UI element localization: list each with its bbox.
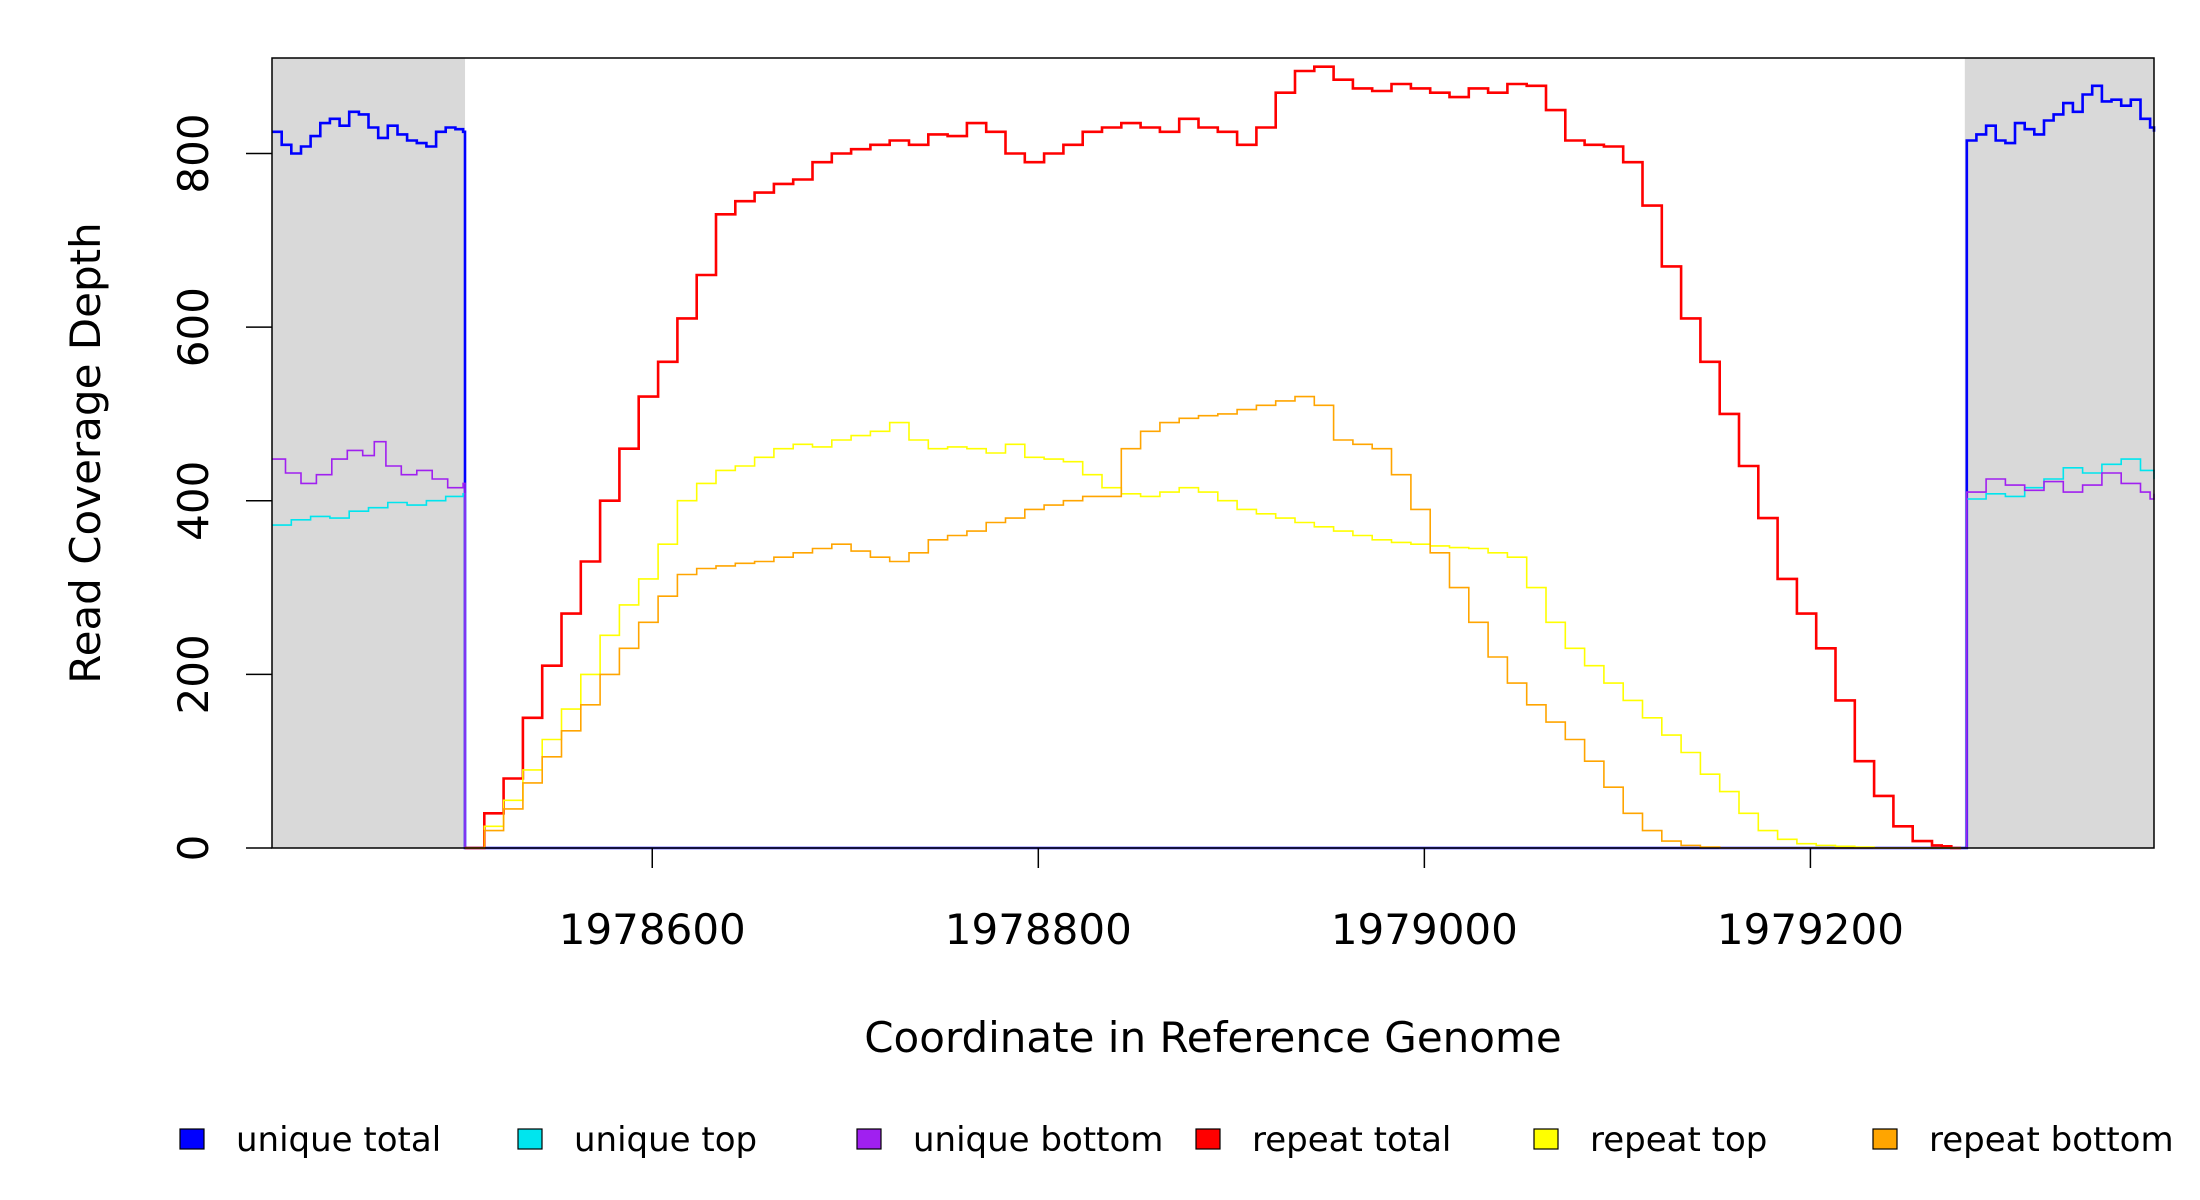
x-axis-title: Coordinate in Reference Genome [864,1013,1562,1062]
y-tick-label: 600 [169,287,218,367]
y-tick-label: 200 [169,634,218,714]
legend-swatch-unique-total [179,1128,205,1150]
y-tick-label: 400 [169,461,218,541]
y-tick-label: 0 [169,835,218,862]
legend-swatch-repeat-total [1195,1128,1221,1150]
y-axis-title: Read Coverage Depth [61,222,110,683]
legend-swatch-unique-bottom [856,1128,882,1150]
series-line-repeat-bottom [465,395,1961,849]
series-line-repeat-total [465,65,1961,850]
legend-label-repeat-bottom: repeat bottom [1929,1120,2174,1160]
y-axis: 0 200 400 600 800 [169,113,272,861]
y-tick-label: 800 [169,113,218,193]
shaded-region [272,58,466,848]
legend-label-unique-top: unique top [574,1120,757,1160]
legend-swatch-repeat-bottom [1872,1128,1898,1150]
x-tick-label: 1978600 [559,905,746,954]
series-line-unique-bottom [272,440,2155,849]
x-tick-label: 1979200 [1717,905,1904,954]
shaded-region [1964,58,2154,848]
shaded-regions [272,58,2154,848]
legend-label-repeat-top: repeat top [1590,1120,1767,1160]
x-tick-label: 1978800 [945,905,1132,954]
plot-frame [271,57,2155,849]
x-axis: 1978600 1978800 1979000 1979200 [559,848,1904,954]
x-tick-label: 1979000 [1331,905,1518,954]
legend: unique total unique top unique bottom repea… [179,1120,2174,1160]
series-line-repeat-top [465,421,1961,849]
legend-swatch-unique-top [517,1128,543,1150]
legend-label-unique-total: unique total [236,1120,441,1160]
legend-swatch-repeat-top [1533,1128,1559,1150]
series-layer [272,65,2156,850]
legend-label-unique-bottom: unique bottom [913,1120,1163,1160]
legend-label-repeat-total: repeat total [1252,1120,1451,1160]
